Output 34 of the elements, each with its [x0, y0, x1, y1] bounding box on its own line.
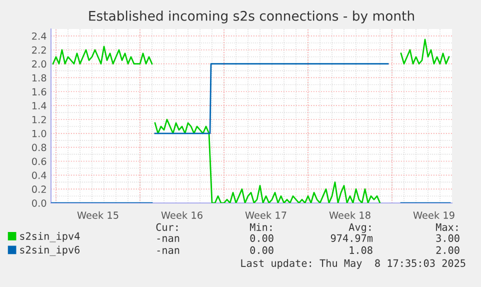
chart-title: Established incoming s2s connections - by month — [89, 10, 414, 24]
x-tick-label: Week 19 — [413, 211, 454, 219]
y-tick-label: 1.2 — [32, 116, 46, 124]
text: 1.08 — [350, 246, 372, 254]
x-tick-label: Week 16 — [161, 211, 202, 219]
x-tick-label: Week 15 — [77, 211, 118, 219]
text: Max: — [436, 223, 458, 231]
y-tick-label: 1.4 — [32, 102, 46, 110]
y-tick-label: 1.0 — [32, 130, 46, 138]
y-tick-label: 1.6 — [32, 88, 46, 96]
text: 974.97m — [330, 234, 373, 242]
text: Min: — [250, 223, 272, 231]
legend-label: s2sin_ipv4 — [20, 232, 80, 242]
y-tick-label: 2.0 — [32, 60, 46, 68]
text: 2.00 — [436, 246, 460, 254]
text: 3.00 — [436, 234, 460, 242]
text: -nan — [157, 236, 180, 242]
y-tick-label: 2.2 — [32, 46, 46, 54]
y-tick-label: 1.8 — [32, 74, 46, 82]
text: Avg: — [348, 223, 371, 233]
x-tick-label: Week 17 — [245, 211, 286, 219]
x-tick-label: Week 18 — [329, 211, 370, 219]
text: Cur: — [156, 223, 178, 231]
legend-label: s2sin_ipv6 — [20, 246, 80, 256]
y-tick-label: 0.2 — [32, 186, 46, 193]
y-tick-label: 0.8 — [32, 144, 46, 152]
y-tick-label: 0.6 — [32, 158, 46, 166]
y-tick-label: 0.0 — [32, 199, 46, 207]
text: 0.00 — [250, 234, 274, 242]
text: Last update: Thu May 8 17:35:03 2025 — [241, 259, 466, 269]
y-tick-label: 2.4 — [32, 32, 46, 40]
y-tick-label: 0.4 — [32, 172, 46, 179]
text: -nan — [157, 248, 180, 254]
text: 0.00 — [250, 246, 274, 254]
